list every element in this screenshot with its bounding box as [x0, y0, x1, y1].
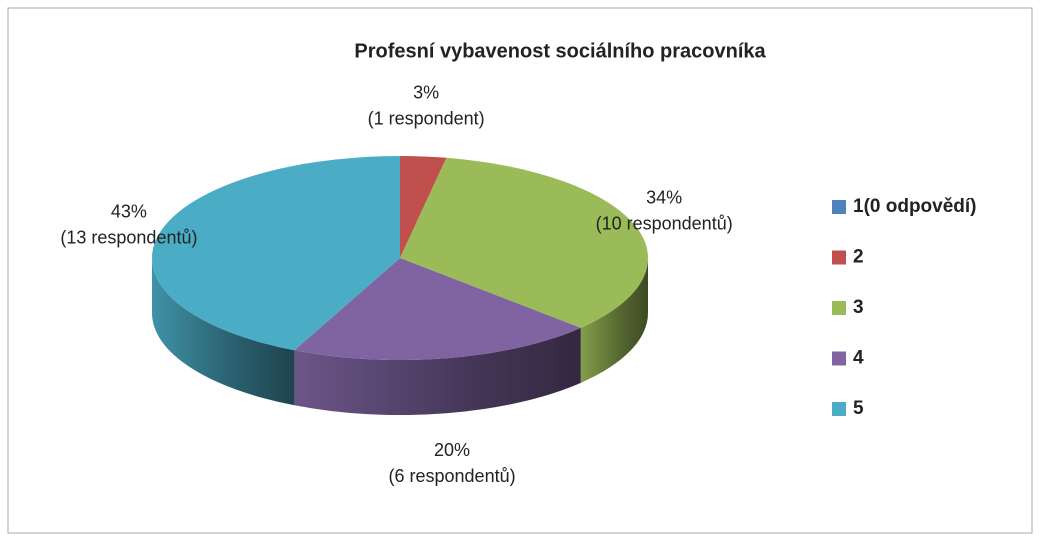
data-label-note: (10 respondentů)	[596, 213, 733, 233]
slice-side	[294, 327, 581, 415]
legend-label: 3	[853, 297, 864, 318]
slice-side	[580, 258, 648, 383]
slice	[400, 156, 447, 258]
legend-label: 2	[853, 247, 864, 268]
slice	[151, 156, 400, 351]
legend-swatch	[832, 250, 846, 265]
legend-label: 1(0 odpovědí)	[853, 196, 977, 217]
legend-swatch	[832, 402, 846, 416]
legend-swatch	[832, 301, 846, 315]
data-label: 34%	[646, 187, 682, 207]
legend-label: 5	[853, 398, 864, 419]
data-label: 43%	[111, 201, 147, 221]
data-label-note: (6 respondentů)	[389, 466, 516, 486]
data-label-note: (13 respondentů)	[60, 227, 197, 247]
slice	[294, 258, 581, 360]
data-label: 20%	[434, 440, 470, 460]
legend-swatch	[832, 200, 846, 214]
data-label: 3%	[413, 82, 439, 102]
data-label-note: (1 respondent)	[368, 108, 485, 128]
legend-swatch	[832, 351, 846, 366]
slice	[400, 157, 649, 328]
chart-title: Profesní vybavenost sociálního pracovník…	[354, 40, 766, 62]
slice-side	[152, 258, 295, 406]
legend-label: 4	[853, 348, 864, 369]
